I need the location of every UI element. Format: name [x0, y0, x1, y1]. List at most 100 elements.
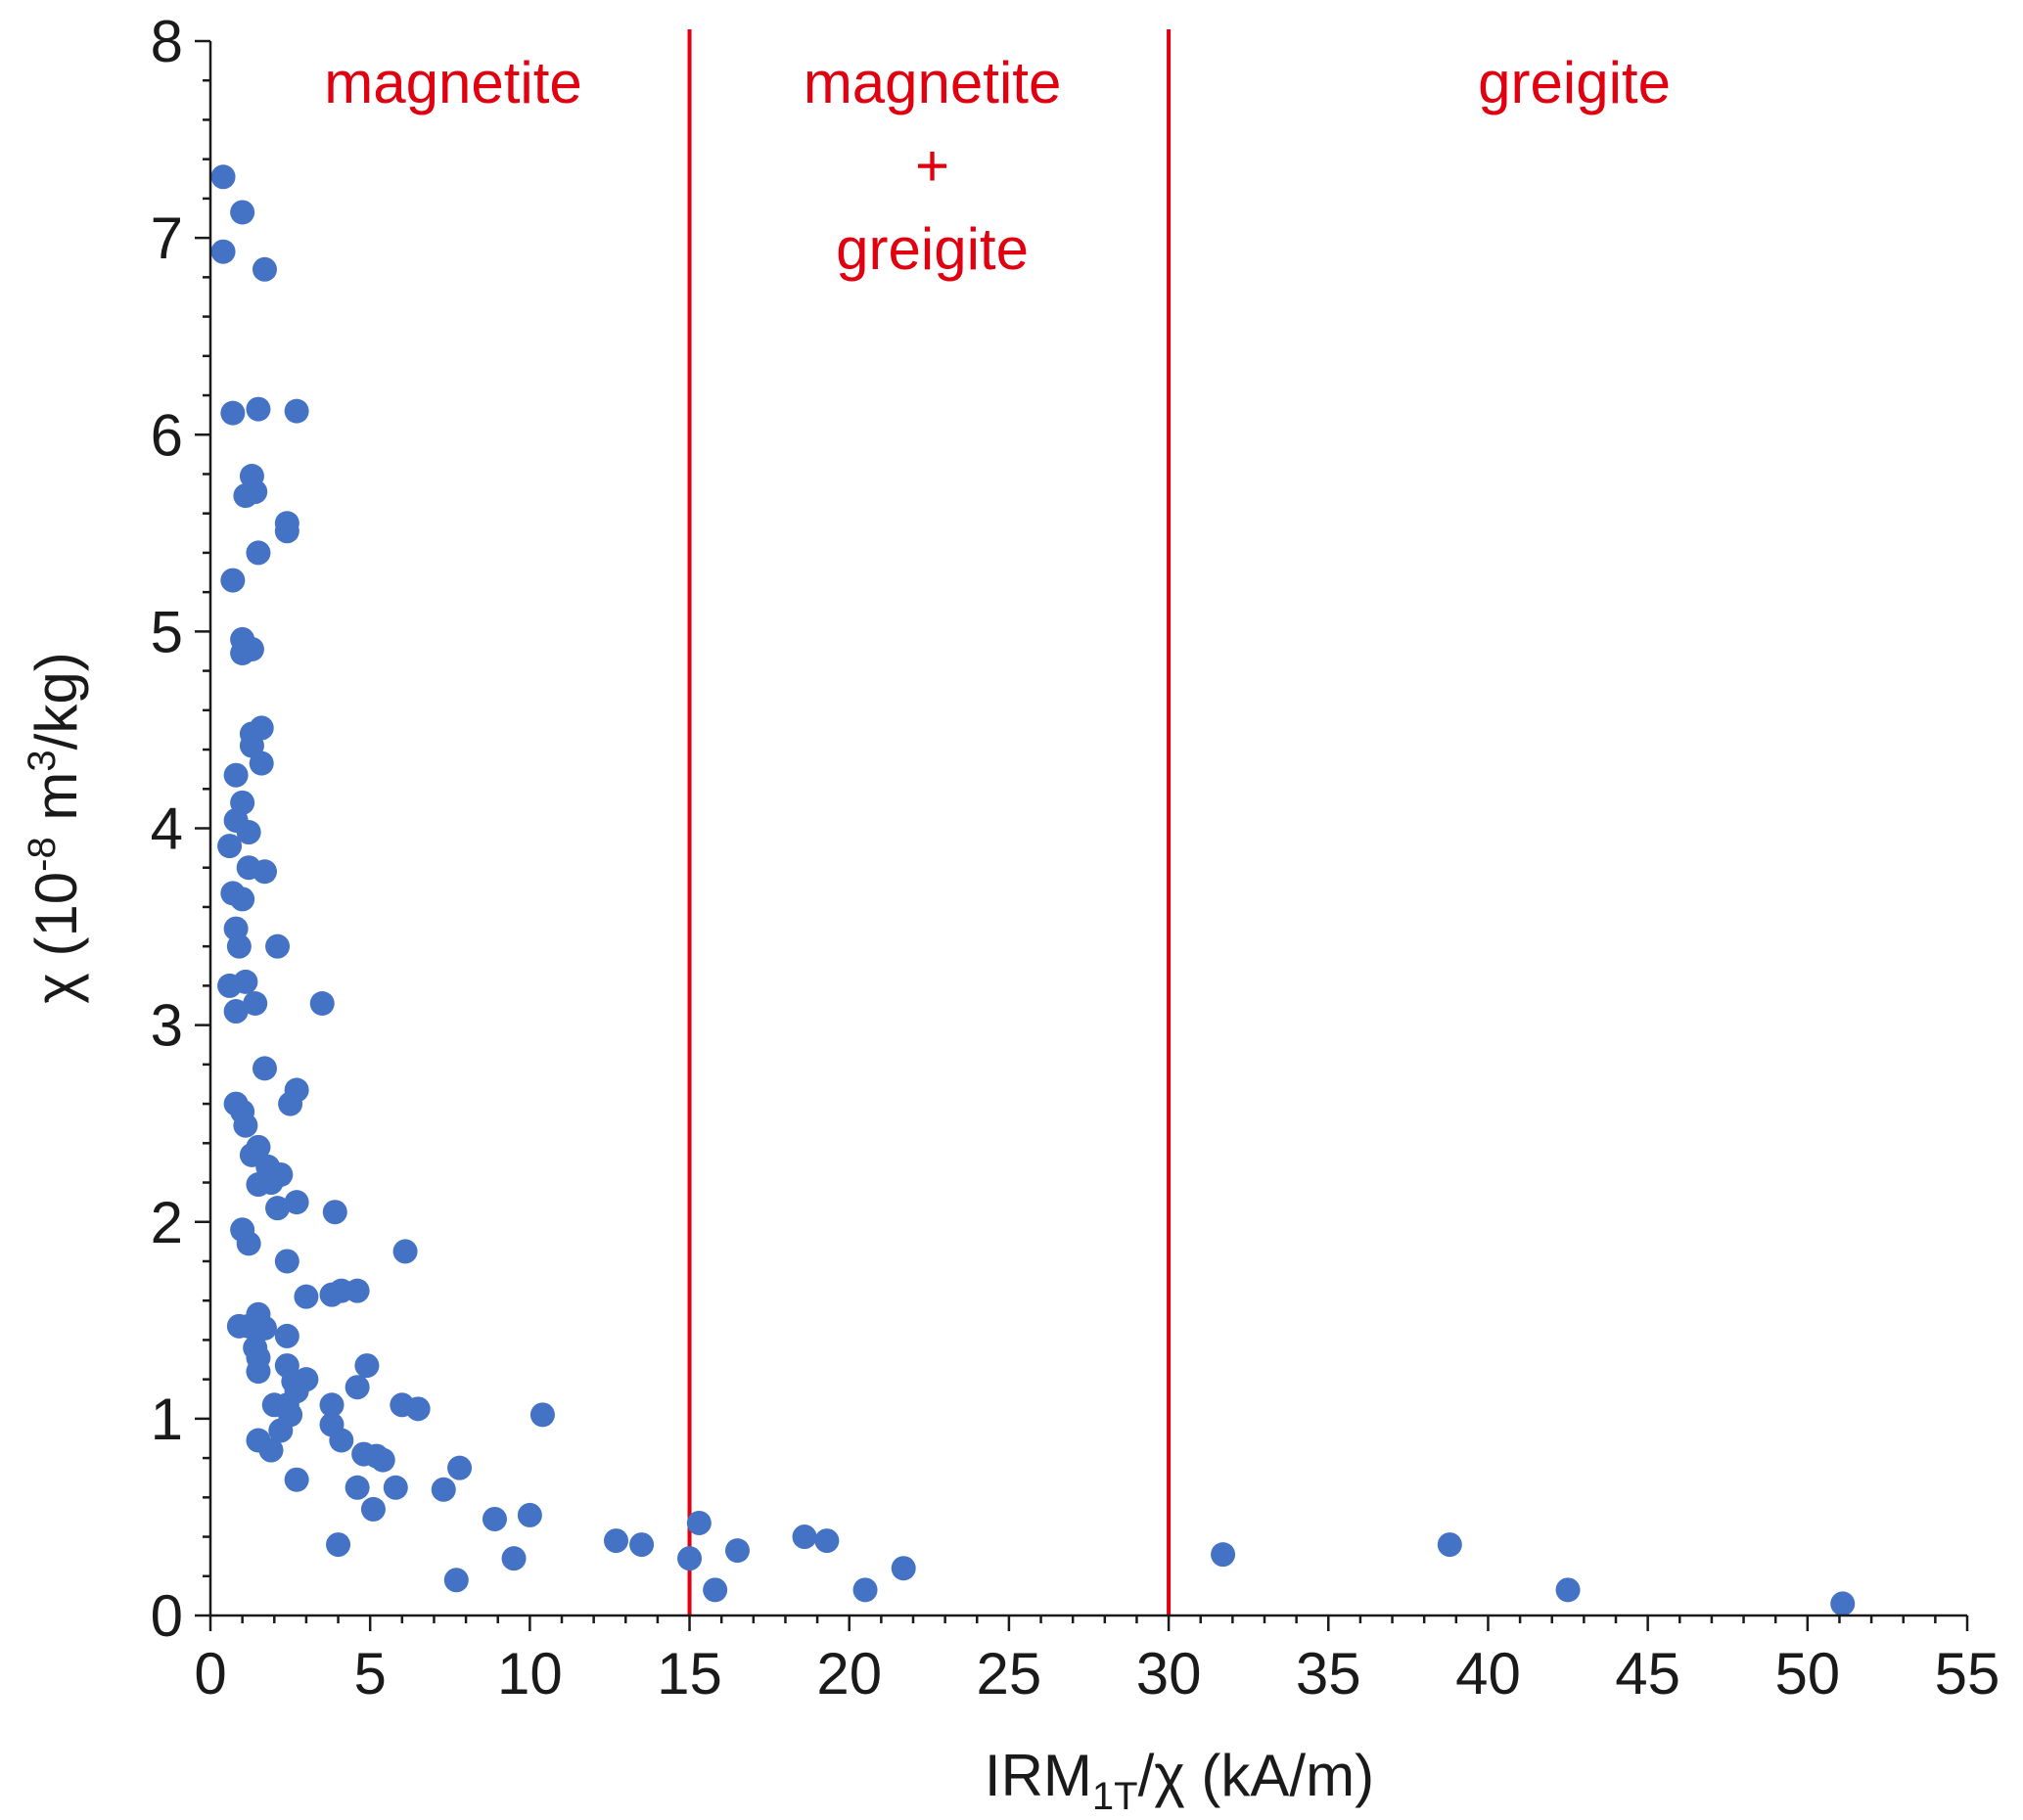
- data-point: [294, 1284, 319, 1309]
- data-point: [345, 1475, 370, 1500]
- data-point: [322, 1200, 347, 1225]
- data-point: [265, 933, 291, 959]
- x-tick-label: 55: [1935, 1641, 2000, 1706]
- data-point: [220, 400, 246, 426]
- data-point: [246, 540, 271, 566]
- data-point: [360, 1496, 386, 1522]
- x-tick-label: 25: [977, 1641, 1042, 1706]
- x-tick-label: 15: [657, 1641, 722, 1706]
- data-point: [252, 256, 277, 282]
- x-axis-title-rest: /χ (kA/m): [1138, 1743, 1374, 1808]
- y-tick-label: 3: [151, 993, 183, 1059]
- region-label: magnetite: [804, 50, 1062, 115]
- data-point: [1830, 1591, 1856, 1616]
- data-point: [345, 1278, 370, 1303]
- data-point: [852, 1577, 878, 1603]
- data-point: [319, 1392, 345, 1418]
- data-point: [431, 1477, 456, 1502]
- data-point: [603, 1528, 628, 1554]
- data-point: [223, 999, 249, 1024]
- data-point: [268, 1418, 294, 1443]
- data-point: [814, 1528, 840, 1554]
- data-point: [517, 1502, 542, 1527]
- axes: [208, 41, 1967, 1617]
- data-point: [383, 1475, 408, 1500]
- data-point: [210, 164, 236, 190]
- data-point: [233, 969, 258, 994]
- data-point: [284, 398, 309, 424]
- region-label: greigite: [1478, 50, 1671, 115]
- y-tick-label: 0: [151, 1583, 183, 1649]
- data-point: [354, 1353, 380, 1379]
- data-point: [443, 1568, 469, 1593]
- data-point: [230, 887, 255, 912]
- x-axis-title-subscript: 1T: [1092, 1775, 1138, 1818]
- data-point: [447, 1455, 473, 1480]
- data-point: [252, 1315, 277, 1341]
- data-point: [258, 1437, 284, 1463]
- x-tick-label: 50: [1774, 1641, 1840, 1706]
- data-point: [230, 200, 255, 225]
- data-point: [249, 751, 274, 776]
- data-point: [1437, 1532, 1462, 1558]
- data-point: [326, 1532, 351, 1558]
- data-point: [1211, 1542, 1236, 1568]
- data-point: [529, 1402, 555, 1428]
- y-tick-label: 6: [151, 402, 183, 468]
- data-point: [243, 991, 268, 1017]
- region-label: magnetite: [324, 50, 582, 115]
- y-axis-title: χ (10-8 m3/kg): [21, 652, 89, 1003]
- x-tick-label: 35: [1296, 1641, 1361, 1706]
- x-tick-label: 5: [353, 1641, 386, 1706]
- y-axis-title-rest: /kg): [23, 652, 89, 750]
- data-point: [252, 1056, 277, 1081]
- y-axis-title-superscript-1: -8: [21, 837, 64, 872]
- data-point: [265, 1196, 291, 1221]
- data-point: [274, 1323, 299, 1348]
- data-point: [236, 820, 261, 845]
- y-axis-title-superscript-2: 3: [21, 750, 64, 771]
- data-point: [792, 1524, 817, 1550]
- data-point: [246, 1172, 271, 1198]
- x-axis-ticks: 0 5 10 15 20 25 30 35 40 45 50 55: [194, 1615, 2000, 1706]
- region-labels: magnetite magnetite + greigite greigite: [324, 50, 1671, 282]
- data-point: [482, 1506, 507, 1531]
- data-point: [243, 479, 268, 505]
- data-point: [629, 1532, 655, 1558]
- x-tick-label: 10: [497, 1641, 563, 1706]
- data-point: [220, 568, 246, 593]
- data-point: [309, 991, 335, 1017]
- y-axis-title-main: χ (10: [23, 872, 89, 1004]
- y-tick-label: 4: [151, 796, 183, 862]
- data-point: [1555, 1577, 1581, 1603]
- data-point: [236, 855, 261, 881]
- data-point: [345, 1375, 370, 1400]
- data-point: [217, 834, 243, 859]
- data-point: [278, 1091, 303, 1116]
- data-point: [246, 396, 271, 422]
- x-tick-label: 40: [1455, 1641, 1521, 1706]
- x-tick-label: 45: [1615, 1641, 1680, 1706]
- data-point: [233, 1113, 258, 1138]
- y-tick-label: 1: [151, 1387, 183, 1452]
- x-tick-label: 0: [194, 1641, 226, 1706]
- data-point: [392, 1239, 418, 1264]
- data-point: [210, 239, 236, 264]
- y-tick-label: 5: [151, 599, 183, 664]
- data-point: [703, 1577, 728, 1603]
- data-points: [210, 164, 1856, 1616]
- x-axis-title: IRM1T/χ (kA/m): [985, 1743, 1374, 1818]
- data-point: [274, 1249, 299, 1274]
- data-point: [370, 1447, 395, 1473]
- y-tick-label: 8: [151, 9, 183, 74]
- data-point: [274, 519, 299, 544]
- data-point: [725, 1538, 750, 1564]
- data-point: [230, 640, 255, 665]
- data-point: [329, 1428, 354, 1453]
- data-point: [226, 933, 252, 959]
- data-point: [686, 1510, 712, 1535]
- y-tick-label: 7: [151, 205, 183, 271]
- region-label: +: [915, 133, 949, 199]
- x-tick-label: 30: [1136, 1641, 1202, 1706]
